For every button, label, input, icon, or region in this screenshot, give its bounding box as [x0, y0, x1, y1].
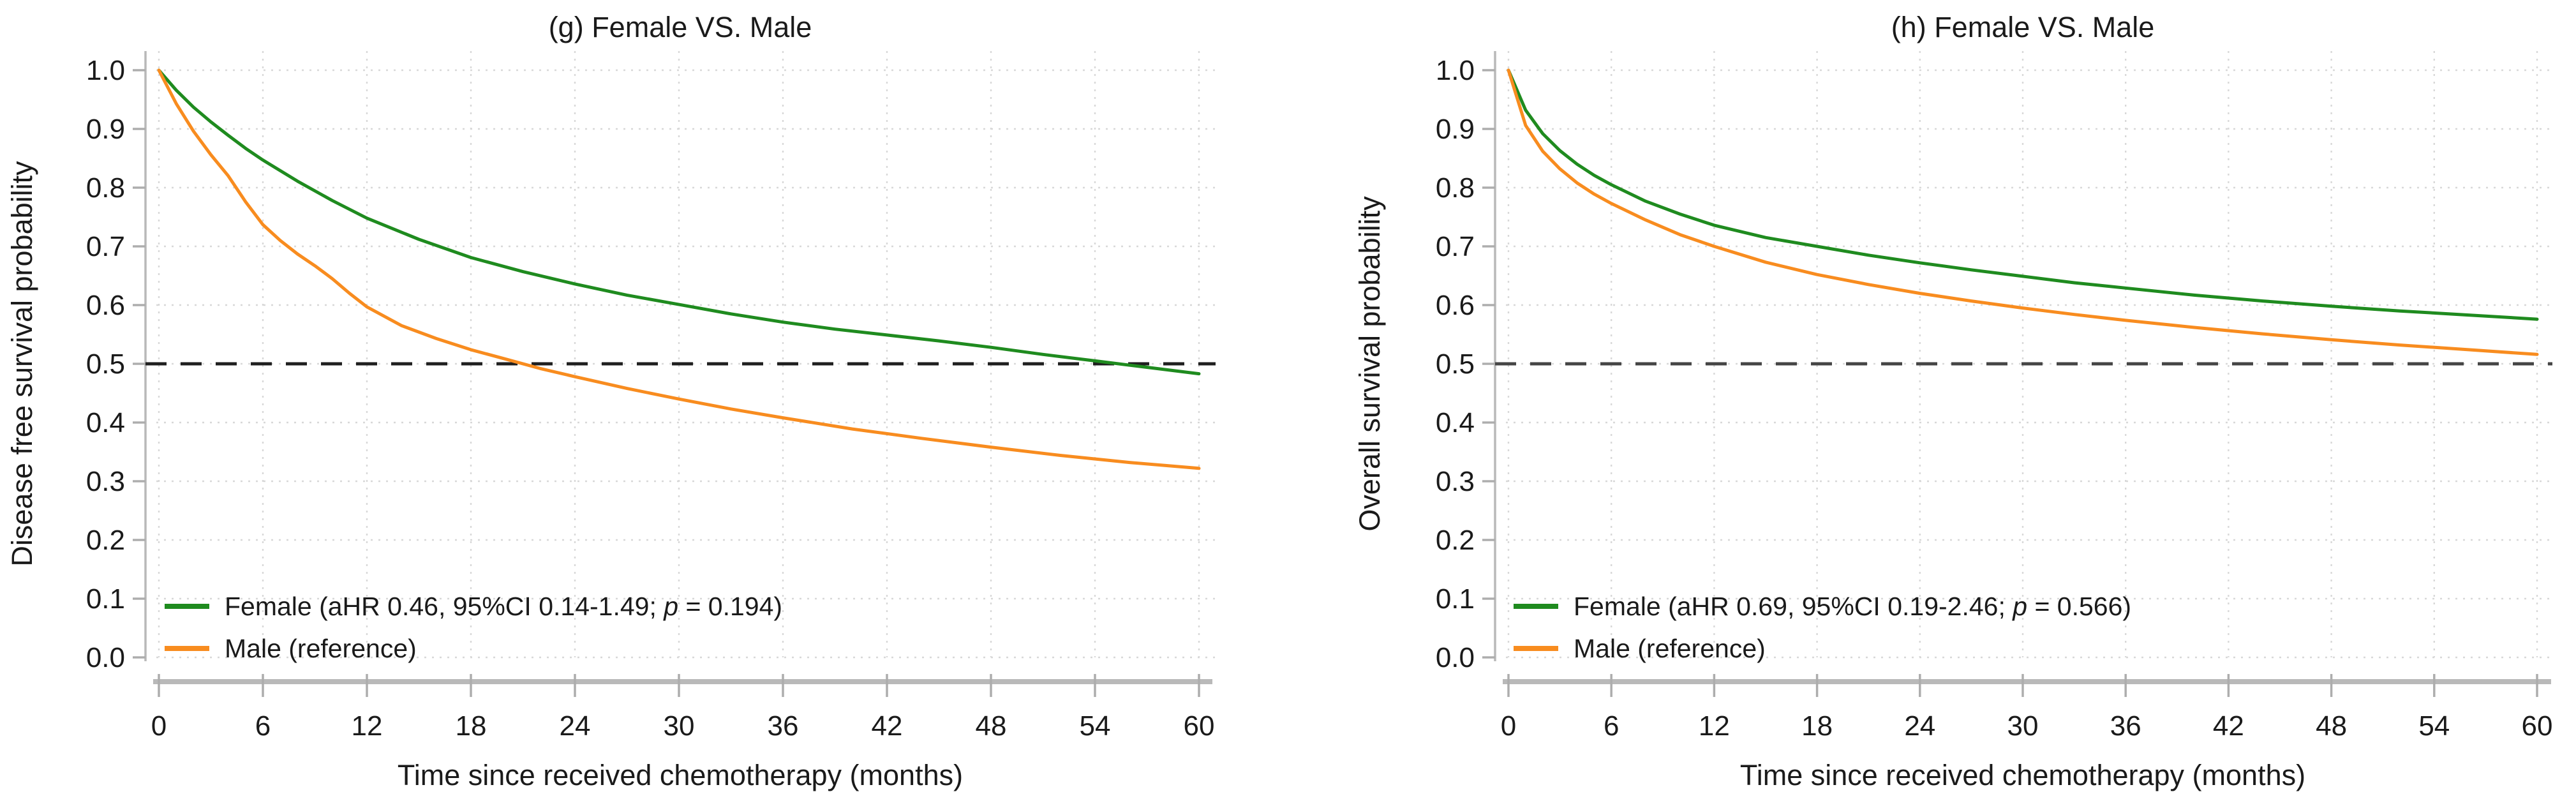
panel-g-title: (g) Female VS. Male	[549, 11, 812, 43]
panel-h-y-axis-label: Overall survival probability	[1353, 196, 1386, 532]
x-tick-label: 60	[2522, 710, 2553, 742]
y-tick-label: 0.0	[1436, 642, 1475, 673]
panel-g: 0.0 0.1 0.2 0.3 0.4 0.5 0.6 0.7 0.8 0.9 1.0 0 6 12 18 2…	[6, 11, 1216, 791]
legend-female-g-pvalue: = 0.194)	[678, 592, 782, 621]
panel-g-y-axis-label: Disease free survival probability	[6, 161, 38, 567]
x-tick-label: 6	[1604, 710, 1619, 742]
x-tick-label: 42	[872, 710, 903, 742]
x-tick-label: 36	[2110, 710, 2141, 742]
panel-h: 0.0 0.1 0.2 0.3 0.4 0.5 0.6 0.7 0.8 0.9 1.0 0 6 12 18 2…	[1353, 11, 2552, 791]
x-tick-label: 30	[2007, 710, 2039, 742]
survival-curve-male	[1507, 68, 2539, 356]
y-tick-label: 0.0	[86, 642, 125, 673]
y-tick-label: 1.0	[86, 55, 125, 86]
panel-g-plot: 0.0 0.1 0.2 0.3 0.4 0.5 0.6 0.7 0.8 0.9 1.0 0 6 12 18 2…	[86, 51, 1216, 742]
x-tick-label: 0	[1501, 710, 1516, 742]
x-tick-label: 0	[151, 710, 167, 742]
y-tick-label: 0.9	[1436, 114, 1475, 145]
y-tick-label: 0.6	[86, 290, 125, 321]
y-tick-label: 0.4	[1436, 407, 1475, 438]
panel-g-x-axis-label: Time since received chemotherapy (months…	[398, 759, 963, 791]
x-tick-label: 6	[255, 710, 271, 742]
x-tick-label: 48	[2316, 710, 2347, 742]
panel-h-plot: 0.0 0.1 0.2 0.3 0.4 0.5 0.6 0.7 0.8 0.9 1.0 0 6 12 18 2…	[1436, 51, 2553, 742]
x-tick-label: 12	[352, 710, 383, 742]
legend-label-male-h: Male (reference)	[1574, 634, 1766, 663]
legend-female-g-text: Female (aHR 0.46, 95%CI 0.14-1.49;	[225, 592, 664, 621]
y-tick-label: 1.0	[1436, 55, 1475, 86]
y-tick-label: 0.2	[86, 525, 125, 556]
y-tick-label: 0.8	[86, 172, 125, 204]
x-tick-label: 24	[1904, 710, 1935, 742]
y-tick-label: 0.3	[1436, 466, 1475, 497]
x-tick-label: 18	[1801, 710, 1833, 742]
legend-male-g-text: Male (reference)	[225, 634, 417, 663]
x-tick-label: 54	[2418, 710, 2450, 742]
x-tick-label: 18	[456, 710, 487, 742]
legend-male-h-text: Male (reference)	[1574, 634, 1766, 663]
legend-female-g-p: p	[662, 592, 678, 621]
legend-label-male-g: Male (reference)	[225, 634, 417, 663]
panel-h-title: (h) Female VS. Male	[1891, 11, 2155, 43]
legend-female-h-pvalue: = 0.566)	[2027, 592, 2131, 621]
panel-h-x-axis-label: Time since received chemotherapy (months…	[1740, 759, 2305, 791]
y-tick-label: 0.3	[86, 466, 125, 497]
legend-female-h-p: p	[2011, 592, 2027, 621]
y-tick-label: 0.8	[1436, 172, 1475, 204]
y-tick-label: 0.1	[1436, 583, 1475, 615]
legend-label-female-g: Female (aHR 0.46, 95%CI 0.14-1.49; p = 0…	[225, 592, 782, 621]
y-tick-label: 0.2	[1436, 525, 1475, 556]
survival-curve-male	[157, 68, 1201, 470]
x-tick-label: 30	[664, 710, 695, 742]
x-tick-label: 24	[560, 710, 591, 742]
x-tick-label: 36	[768, 710, 799, 742]
y-tick-label: 0.7	[1436, 231, 1475, 262]
y-tick-label: 0.7	[86, 231, 125, 262]
legend-label-female-h: Female (aHR 0.69, 95%CI 0.19-2.46; p = 0…	[1574, 592, 2131, 621]
x-tick-label: 54	[1080, 710, 1111, 742]
y-tick-label: 0.1	[86, 583, 125, 615]
legend-female-h-text: Female (aHR 0.69, 95%CI 0.19-2.46;	[1574, 592, 2013, 621]
x-tick-label: 48	[976, 710, 1007, 742]
x-tick-label: 42	[2213, 710, 2244, 742]
x-tick-label: 60	[1184, 710, 1215, 742]
y-tick-label: 0.6	[1436, 290, 1475, 321]
y-tick-label: 0.4	[86, 407, 125, 438]
y-tick-label: 0.9	[86, 114, 125, 145]
x-tick-label: 12	[1699, 710, 1730, 742]
survival-curve-female	[1507, 68, 2539, 321]
y-tick-label: 0.5	[1436, 348, 1475, 380]
survival-curve-female	[157, 68, 1201, 376]
y-tick-label: 0.5	[86, 348, 125, 380]
